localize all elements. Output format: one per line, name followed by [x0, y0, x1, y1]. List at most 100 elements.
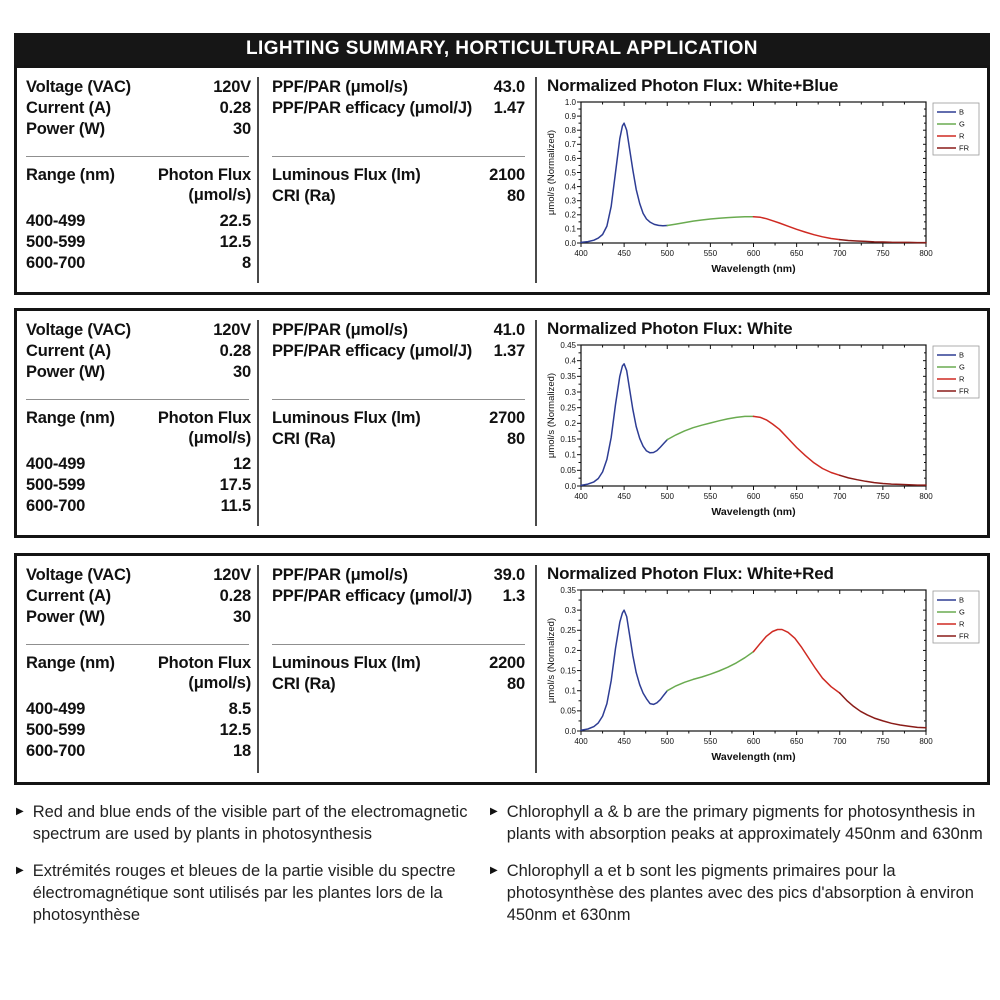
svg-text:B: B	[959, 351, 964, 360]
spec-row: Voltage (VAC) 120V	[26, 321, 251, 339]
panel-white: Voltage (VAC) 120V Current (A) 0.28 Power …	[14, 308, 990, 538]
spectrum-chart: 400 450 500 550 600 650 700 750 800 0.0 0.05 0.1 0.1…	[545, 340, 983, 530]
svg-text:400: 400	[574, 737, 588, 746]
divider	[26, 399, 249, 400]
svg-text:G: G	[959, 608, 965, 617]
svg-text:0.45: 0.45	[560, 341, 576, 350]
chart-svg: 400 450 500 550 600 650 700 750 800 0.0 0.05 0.1 0.1…	[546, 586, 980, 763]
svg-text:0.1: 0.1	[565, 225, 577, 234]
svg-text:0.05: 0.05	[560, 707, 576, 716]
range-col-label: Range (nm)	[26, 409, 115, 427]
svg-text:500: 500	[661, 249, 675, 258]
electrical-column: Voltage (VAC) 120V Current (A) 0.28 Power …	[17, 68, 257, 292]
chart-svg: 400 450 500 550 600 650 700 750 800 0.0 0.05 0.1 0.1…	[546, 341, 980, 518]
spec-row: PPF/PAR efficacy (μmol/J) 1.37	[272, 342, 525, 360]
svg-text:0.2: 0.2	[565, 211, 577, 220]
svg-text:800: 800	[919, 492, 933, 501]
svg-text:μmol/s (Normalized): μmol/s (Normalized)	[546, 130, 557, 215]
column-divider	[257, 320, 259, 526]
chart-svg: 400 450 500 550 600 650 700 750 800 0.0 0.1 0.2 0.3 0…	[546, 98, 980, 275]
column-divider	[535, 77, 537, 283]
svg-text:G: G	[959, 120, 965, 129]
footnotes: ▶ Red and blue ends of the visible part o…	[16, 802, 988, 942]
electrical-column: Voltage (VAC) 120V Current (A) 0.28 Power …	[17, 556, 257, 782]
svg-text:0.3: 0.3	[565, 388, 577, 397]
panel-white-blue: Voltage (VAC) 120V Current (A) 0.28 Power …	[14, 65, 990, 295]
panel-white-red: Voltage (VAC) 120V Current (A) 0.28 Power …	[14, 553, 990, 785]
svg-text:0.7: 0.7	[565, 140, 577, 149]
electrical-column: Voltage (VAC) 120V Current (A) 0.28 Power …	[17, 311, 257, 535]
svg-text:0.2: 0.2	[565, 419, 577, 428]
svg-text:750: 750	[876, 249, 890, 258]
svg-text:0.5: 0.5	[565, 168, 577, 177]
footnote-item: ▶ Chlorophyll a et b sont les pigments pr…	[490, 861, 986, 927]
spectrum-chart: 400 450 500 550 600 650 700 750 800 0.0 0.1 0.2 0.3 0…	[545, 97, 983, 287]
svg-text:500: 500	[661, 737, 675, 746]
svg-text:750: 750	[876, 737, 890, 746]
svg-text:650: 650	[790, 249, 804, 258]
svg-text:550: 550	[704, 492, 718, 501]
svg-text:0.0: 0.0	[565, 727, 577, 736]
chart-column: Normalized Photon Flux: White 400 450 500 5…	[537, 311, 987, 535]
svg-text:600: 600	[747, 249, 761, 258]
spec-label: Current (A)	[26, 99, 111, 117]
svg-text:550: 550	[704, 249, 718, 258]
flux-col-label: Photon Flux (μmol/s)	[157, 409, 251, 447]
column-divider	[535, 565, 537, 773]
range-header: Range (nm) Photon Flux (μmol/s)	[26, 653, 251, 693]
flux-col-label: Photon Flux (μmol/s)	[157, 654, 251, 692]
spec-row: Power (W) 30	[26, 119, 251, 140]
svg-text:Wavelength (nm): Wavelength (nm)	[711, 506, 795, 518]
divider	[272, 156, 525, 157]
footnote-text: Chlorophyll a et b sont les pigments pri…	[506, 861, 974, 924]
spec-row: Voltage (VAC) 120V	[26, 566, 251, 584]
bullet-triangle-icon: ▶	[16, 864, 24, 876]
header-bar: LIGHTING SUMMARY, HORTICULTURAL APPLICAT…	[14, 33, 990, 65]
footnote-text: Extrémités rouges et bleues de la partie…	[32, 861, 456, 924]
svg-text:450: 450	[617, 492, 631, 501]
svg-text:550: 550	[704, 737, 718, 746]
divider	[26, 156, 249, 157]
spectrum-chart: 400 450 500 550 600 650 700 750 800 0.0 0.05 0.1 0.1…	[545, 585, 983, 775]
spec-label: Voltage (VAC)	[26, 78, 131, 96]
spec-row: PPF/PAR efficacy (μmol/J) 1.3	[272, 587, 525, 605]
range-header: Range (nm) Photon Flux (μmol/s)	[26, 165, 251, 205]
svg-text:600: 600	[747, 737, 761, 746]
range-row: 500-599 12.5	[26, 233, 251, 251]
svg-text:0.15: 0.15	[560, 435, 576, 444]
range-col-label: Range (nm)	[26, 654, 115, 672]
svg-text:B: B	[959, 596, 964, 605]
svg-text:750: 750	[876, 492, 890, 501]
svg-text:700: 700	[833, 737, 847, 746]
bullet-triangle-icon: ▶	[490, 806, 498, 817]
chart-column: Normalized Photon Flux: White+Red 400 450…	[537, 556, 987, 782]
svg-text:650: 650	[790, 737, 804, 746]
svg-text:450: 450	[617, 737, 631, 746]
svg-text:R: R	[959, 132, 965, 141]
range-col-label: Range (nm)	[26, 166, 115, 184]
photometric-column: PPF/PAR (μmol/s) 41.0 PPF/PAR efficacy (μ…	[259, 311, 535, 535]
svg-text:0.0: 0.0	[565, 482, 577, 491]
svg-text:0.25: 0.25	[560, 626, 576, 635]
svg-text:0.0: 0.0	[565, 239, 577, 248]
svg-text:0.3: 0.3	[565, 606, 577, 615]
spec-row: CRI (Ra) 80	[272, 430, 525, 448]
svg-text:0.05: 0.05	[560, 466, 576, 475]
divider	[26, 644, 249, 645]
svg-text:0.4: 0.4	[565, 356, 577, 365]
range-row: 600-700 18	[26, 742, 251, 760]
spec-row: Luminous Flux (lm) 2700	[272, 409, 525, 427]
range-rows: 400-499 8.5 500-599 12.5 600-700 18	[26, 699, 251, 762]
footnotes-left-column: ▶ Red and blue ends of the visible part o…	[16, 802, 468, 942]
range-header: Range (nm) Photon Flux (μmol/s)	[26, 408, 251, 448]
svg-text:0.25: 0.25	[560, 403, 576, 412]
range-row: 400-499 22.5	[26, 212, 251, 230]
svg-text:0.1: 0.1	[565, 687, 577, 696]
spec-row: CRI (Ra) 80	[272, 675, 525, 693]
footnote-item: ▶ Chlorophyll a & b are the primary pigme…	[490, 802, 986, 846]
spec-row: PPF/PAR (μmol/s) 39.0	[272, 566, 525, 584]
range-row: 600-700 8	[26, 254, 251, 272]
svg-text:650: 650	[790, 492, 804, 501]
bullet-triangle-icon: ▶	[490, 864, 498, 876]
spec-row: Power (W) 30	[26, 363, 251, 381]
